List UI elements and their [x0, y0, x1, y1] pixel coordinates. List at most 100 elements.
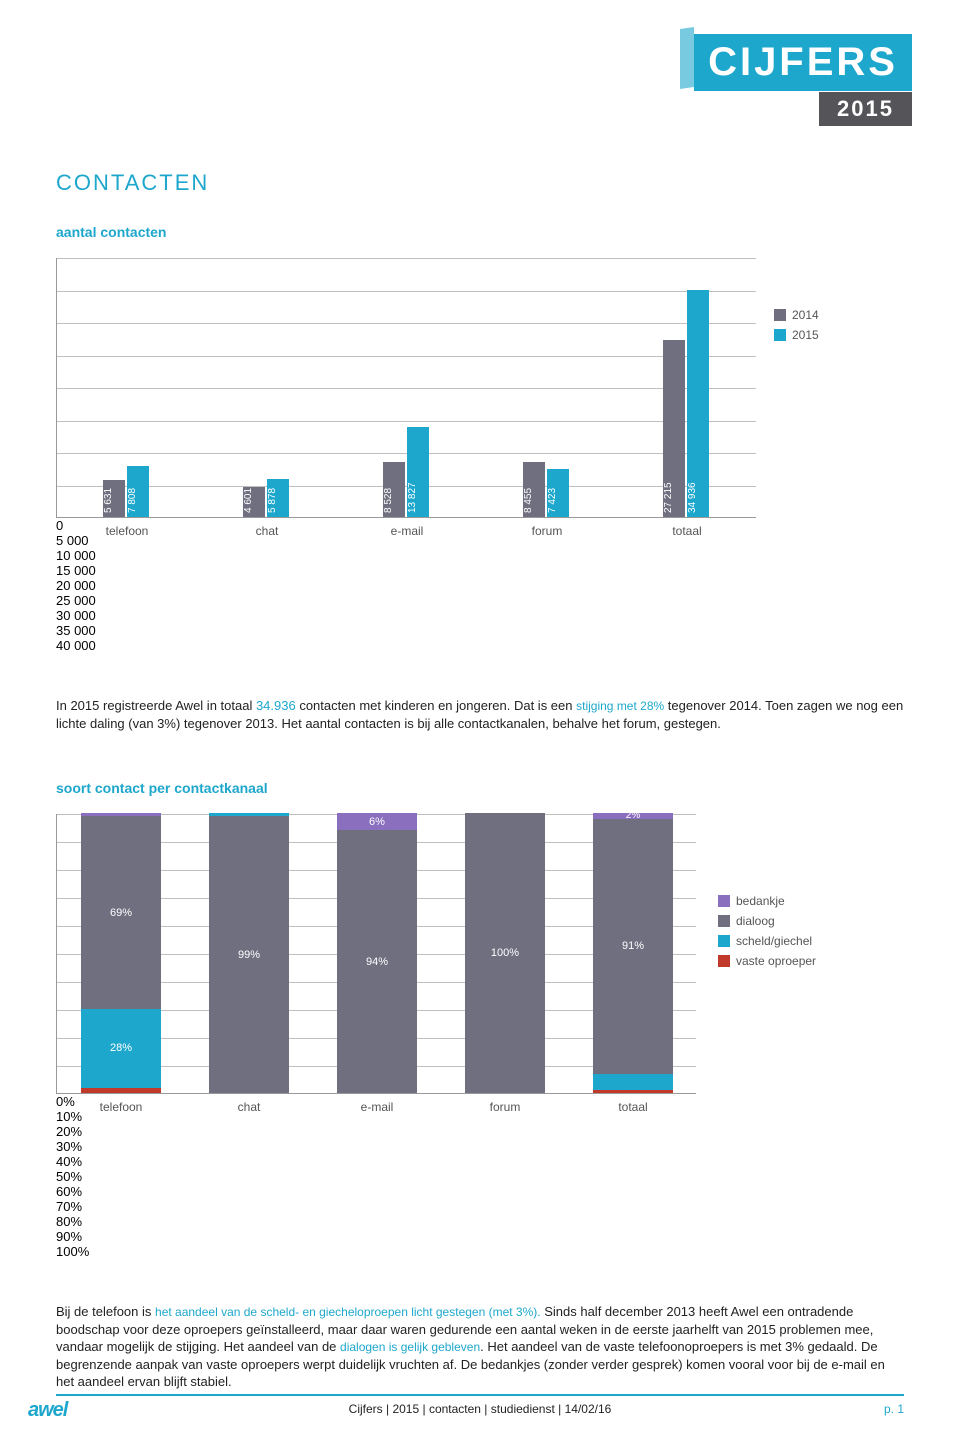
chart2-column: 1%7%91%2%	[593, 813, 673, 1093]
chart2-wrap: 2%28%69%telefoon99%chat94%6%e-mail100%fo…	[56, 814, 904, 1259]
badge-year-text: 2015	[837, 96, 894, 121]
para1-mid1: contacten met kinderen en jongeren. Dat …	[296, 698, 576, 713]
legend-swatch	[718, 895, 730, 907]
legend-item: vaste oproeper	[718, 954, 816, 968]
chart1-bar-label: 8 455	[523, 488, 534, 513]
para1-pre: In 2015 registreerde Awel in totaal	[56, 698, 256, 713]
footer: Cijfers | 2015 | contacten | studiediens…	[0, 1394, 960, 1416]
chart1-xcat: forum	[477, 524, 617, 538]
chart2-ytick-label: 80%	[56, 1214, 696, 1229]
chart2-segment-label: 91%	[593, 940, 673, 952]
chart1-xcat: telefoon	[57, 524, 197, 538]
chart1-bar-label: 4 601	[243, 488, 254, 513]
legend-label: 2014	[792, 308, 819, 322]
chart1-bar: 4 601	[243, 487, 265, 517]
chart1-legend: 2014 2015	[774, 308, 819, 653]
page-content: CONTACTEN aantal contacten 5 6317 808tel…	[56, 170, 904, 1404]
chart2-column: 100%	[465, 813, 545, 1093]
chart1-ytick-label: 20 000	[56, 578, 756, 593]
chart2-segment-label: 100%	[465, 947, 545, 959]
chart1-gridline	[57, 258, 756, 259]
chart1-bar: 34 936	[687, 290, 709, 517]
para2-hl2: dialogen is gelijk gebleven	[340, 1340, 480, 1354]
chart1-ytick-label: 35 000	[56, 623, 756, 638]
legend-label: scheld/giechel	[736, 934, 812, 948]
legend-label: bedankje	[736, 894, 785, 908]
legend-swatch	[718, 935, 730, 947]
chart2-segment-label: 6%	[337, 816, 417, 828]
footer-text: Cijfers | 2015 | contacten | studiediens…	[349, 1402, 612, 1416]
chart1-bar: 7 808	[127, 466, 149, 517]
chart2-column: 94%6%	[337, 813, 417, 1093]
page-number: p. 1	[884, 1402, 904, 1416]
para1-hl1: stijging met 28%	[576, 699, 664, 713]
paragraph-1: In 2015 registreerde Awel in totaal 34.9…	[56, 697, 904, 732]
chart2-ytick-label: 50%	[56, 1169, 696, 1184]
chart2-column: 99%	[209, 813, 289, 1093]
chart1-ytick-label: 25 000	[56, 593, 756, 608]
footer-line	[56, 1394, 904, 1396]
chart2-ytick-label: 30%	[56, 1139, 696, 1154]
chart2-segment-label: 2%	[593, 810, 673, 821]
legend-swatch	[774, 329, 786, 341]
chart1-gridline	[57, 421, 756, 422]
chart1-ytick-label: 30 000	[56, 608, 756, 623]
chart2-ytick-label: 70%	[56, 1199, 696, 1214]
legend-item: 2014	[774, 308, 819, 322]
chart1-bar-label: 27 215	[663, 482, 674, 513]
chart1-gridline	[57, 388, 756, 389]
legend-item: 2015	[774, 328, 819, 342]
chart1-ytick-label: 40 000	[56, 638, 756, 653]
para2-hl1: het aandeel van de scheld- en giechelopr…	[155, 1305, 541, 1319]
chart1-xcat: e-mail	[337, 524, 477, 538]
chart2-xcat: totaal	[593, 1100, 673, 1114]
chart2-ytick-label: 60%	[56, 1184, 696, 1199]
chart1-bar: 7 423	[547, 469, 569, 517]
chart1-gridline	[57, 291, 756, 292]
badge-brush-deco	[680, 27, 694, 89]
chart2-segment-label: 7%	[593, 1076, 673, 1088]
chart2-segment-label: 69%	[81, 907, 161, 919]
paragraph-2: Bij de telefoon is het aandeel van de sc…	[56, 1303, 904, 1391]
chart2-column: 2%28%69%	[81, 813, 161, 1093]
chart1-title: aantal contacten	[56, 224, 904, 240]
chart2-xcat: e-mail	[337, 1100, 417, 1114]
chart1-bar-label: 5 631	[103, 488, 114, 513]
chart1-xcat: totaal	[617, 524, 757, 538]
chart2-xcat: telefoon	[81, 1100, 161, 1114]
legend-swatch	[718, 955, 730, 967]
chart1-gridline	[57, 356, 756, 357]
chart2-xcat: chat	[209, 1100, 289, 1114]
legend-label: vaste oproeper	[736, 954, 816, 968]
chart1-bar-label: 5 878	[267, 488, 278, 513]
chart2-ytick-label: 20%	[56, 1124, 696, 1139]
chart1-bar: 5 631	[103, 480, 125, 517]
badge-title-text: CIJFERS	[708, 40, 898, 84]
legend-label: dialoog	[736, 914, 775, 928]
chart2-ytick-label: 100%	[56, 1244, 696, 1259]
legend-swatch	[718, 915, 730, 927]
chart1-bar-label: 7 423	[547, 488, 558, 513]
chart2-title: soort contact per contactkanaal	[56, 780, 904, 796]
chart1-xcat: chat	[197, 524, 337, 538]
legend-label: 2015	[792, 328, 819, 342]
chart2-xcat: forum	[465, 1100, 545, 1114]
badge-cijfers: CIJFERS	[694, 34, 912, 91]
chart1-ytick-label: 10 000	[56, 548, 756, 563]
chart1-bar: 8 455	[523, 462, 545, 517]
chart2-segment	[209, 813, 289, 816]
badge-year: 2015	[819, 92, 912, 126]
chart1-bar: 13 827	[407, 427, 429, 517]
chart2-segment-label: 28%	[81, 1042, 161, 1054]
legend-swatch	[774, 309, 786, 321]
chart1-gridline	[57, 323, 756, 324]
chart1-bar: 8 528	[383, 462, 405, 517]
chart1-bar-label: 8 528	[383, 488, 394, 513]
chart2-ytick-label: 40%	[56, 1154, 696, 1169]
legend-item: scheld/giechel	[718, 934, 816, 948]
chart2-segment-label: 99%	[209, 949, 289, 961]
legend-item: dialoog	[718, 914, 816, 928]
chart2-segment	[81, 813, 161, 816]
chart1-bar: 27 215	[663, 340, 685, 517]
chart1-bar-label: 7 808	[127, 488, 138, 513]
